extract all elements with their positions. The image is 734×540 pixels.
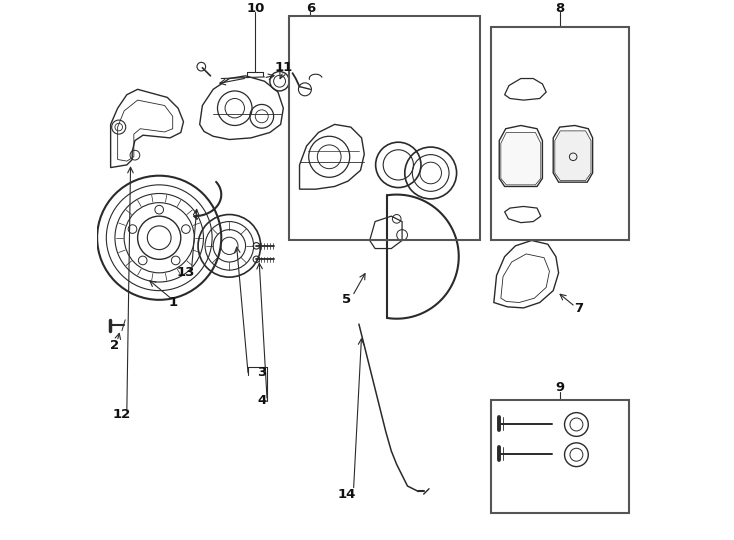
Text: 2: 2	[110, 339, 120, 352]
Text: 12: 12	[112, 408, 131, 421]
Text: 3: 3	[257, 366, 266, 379]
Bar	[491, 27, 629, 240]
Text: 11: 11	[275, 61, 292, 74]
Text: 1: 1	[168, 296, 177, 309]
Text: 8: 8	[555, 2, 564, 15]
Text: 9: 9	[555, 381, 564, 394]
Text: 4: 4	[257, 394, 266, 407]
Polygon shape	[501, 132, 541, 185]
Text: 13: 13	[177, 266, 195, 279]
Text: 5: 5	[343, 293, 352, 306]
Bar	[491, 400, 629, 513]
Text: 6: 6	[305, 2, 315, 15]
Text: 7: 7	[574, 302, 583, 315]
Bar	[288, 16, 480, 240]
Polygon shape	[555, 131, 591, 180]
Text: 10: 10	[246, 2, 264, 15]
Text: 14: 14	[338, 488, 356, 501]
